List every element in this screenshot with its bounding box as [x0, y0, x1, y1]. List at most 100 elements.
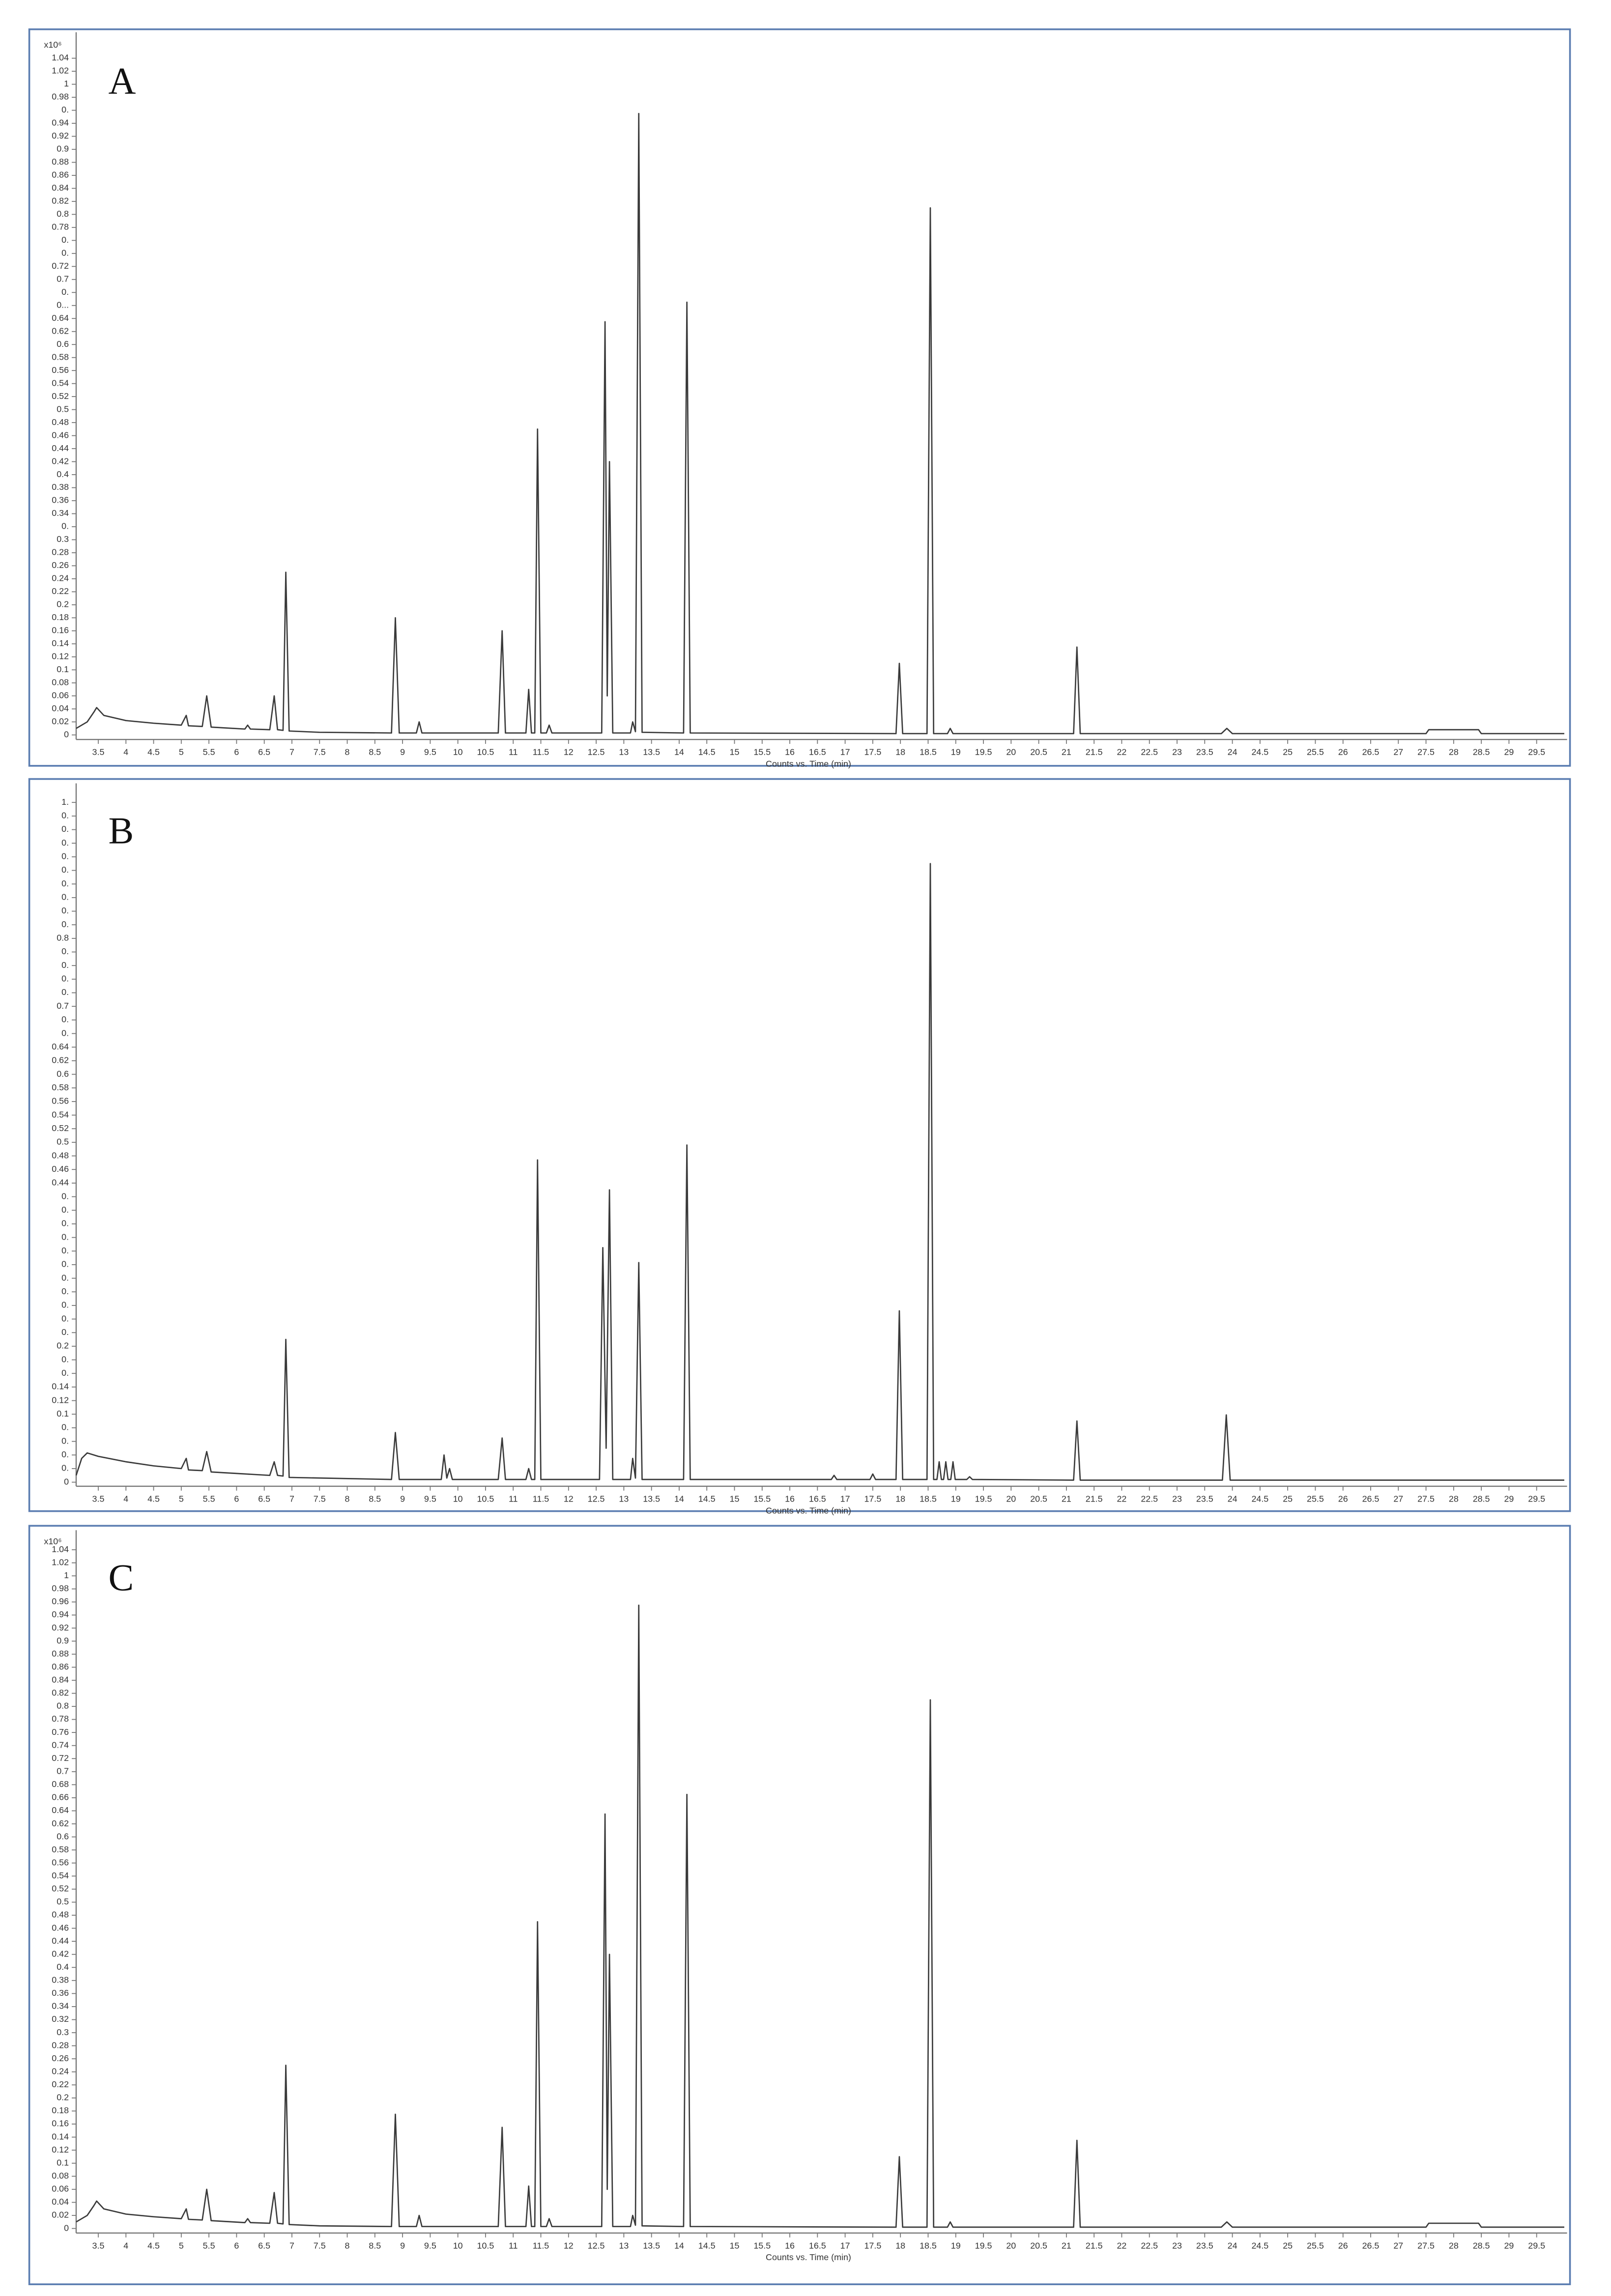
y-tick-label: 0.: [61, 1232, 69, 1242]
y-tick-label: 0.5: [57, 1897, 69, 1906]
x-tick-label: 8: [345, 1494, 350, 1503]
chromatogram-trace: [76, 113, 1564, 735]
y-tick-label: 0.: [61, 1273, 69, 1282]
y-tick-label: 0.16: [52, 2119, 69, 2128]
x-tick-label: 8.5: [369, 747, 381, 757]
y-tick-label: 0.98: [52, 1584, 69, 1593]
x-tick-label: 5: [179, 2240, 184, 2250]
x-tick-label: 29: [1504, 1494, 1514, 1503]
y-tick-label: 0.: [61, 838, 69, 848]
y-tick-label: 0.74: [52, 1740, 69, 1750]
x-tick-label: 28: [1449, 1494, 1459, 1503]
y-tick-label: 0.: [61, 235, 69, 245]
y-tick-label: 0.72: [52, 1753, 69, 1763]
x-tick-label: 28.5: [1473, 2240, 1490, 2250]
x-tick-label: 16.5: [809, 2240, 826, 2250]
x-tick-label: 26.5: [1362, 747, 1380, 757]
x-tick-label: 11: [509, 1494, 518, 1503]
x-tick-label: 5: [179, 747, 184, 757]
x-tick-label: 26.5: [1362, 1494, 1380, 1503]
x-tick-label: 22.5: [1141, 2240, 1158, 2250]
y-tick-label: 0.28: [52, 547, 69, 557]
y-tick-label: 0.7: [57, 274, 69, 283]
x-tick-label: 23.5: [1196, 747, 1213, 757]
y-tick-label: 1.02: [52, 66, 69, 76]
y-tick-label: 0.: [61, 1205, 69, 1215]
y-tick-label: 0.24: [52, 2066, 69, 2076]
x-tick-label: 22.5: [1141, 1494, 1158, 1503]
x-tick-label: 24.5: [1251, 2240, 1268, 2250]
y-tick-label: 0.96: [52, 1596, 69, 1606]
y-tick-label: 0.46: [52, 1923, 69, 1932]
y-tick-label: 0.86: [52, 170, 69, 180]
x-tick-label: 16: [785, 747, 795, 757]
x-tick-label: 26.5: [1362, 2240, 1380, 2250]
y-tick-label: 1: [64, 79, 69, 88]
y-tick-label: 0.04: [52, 2197, 69, 2207]
y-tick-label: 0.5: [57, 1137, 69, 1147]
x-tick-label: 29.5: [1528, 1494, 1545, 1503]
x-tick-label: 6.5: [258, 747, 270, 757]
y-tick-label: 0.6: [57, 1069, 69, 1078]
x-tick-label: 9: [400, 2240, 405, 2250]
x-tick-label: 8: [345, 2240, 350, 2250]
y-tick-label: 0.36: [52, 1988, 69, 1998]
x-tick-label: 18: [895, 2240, 905, 2250]
y-tick-label: 0.: [61, 987, 69, 997]
y-tick-label: 0.58: [52, 1082, 69, 1092]
y-tick-label: 0.72: [52, 261, 69, 271]
y-tick-label: 0.56: [52, 365, 69, 375]
x-tick-label: 25.5: [1307, 2240, 1324, 2250]
y-tick-label: 0.44: [52, 443, 69, 453]
y-tick-label: 0.36: [52, 495, 69, 505]
x-tick-label: 22: [1117, 1494, 1127, 1503]
y-tick-label: 0.64: [52, 1805, 69, 1815]
x-tick-label: 26: [1338, 2240, 1348, 2250]
x-tick-label: 13.5: [643, 2240, 660, 2250]
y-tick-label: 0.26: [52, 560, 69, 570]
x-tick-label: 20.5: [1030, 2240, 1047, 2250]
x-tick-label: 10.5: [477, 2240, 494, 2250]
x-axis-label: Counts vs. Time (min): [766, 2252, 851, 2262]
x-tick-label: 13: [619, 747, 629, 757]
y-tick-label: 0.: [61, 521, 69, 531]
x-tick-label: 13: [619, 1494, 629, 1503]
x-tick-label: 8.5: [369, 2240, 381, 2250]
y-tick-label: 0.: [61, 1449, 69, 1459]
y-tick-label: 0.58: [52, 352, 69, 362]
x-tick-label: 4: [123, 1494, 128, 1503]
y-tick-label: 0.: [61, 1015, 69, 1024]
y-tick-label: 0.98: [52, 92, 69, 102]
x-tick-label: 24.5: [1251, 1494, 1268, 1503]
x-tick-label: 15.5: [753, 2240, 771, 2250]
x-tick-label: 17.5: [864, 2240, 882, 2250]
x-tick-label: 11.5: [533, 747, 549, 757]
panel-frame: [28, 778, 1571, 1512]
y-tick-label: 0.24: [52, 573, 69, 583]
y-tick-label: 0.82: [52, 196, 69, 206]
x-tick-label: 7.5: [314, 2240, 326, 2250]
x-tick-label: 28: [1449, 2240, 1459, 2250]
x-tick-label: 5.5: [203, 2240, 215, 2250]
x-tick-label: 12.5: [588, 747, 605, 757]
panel-label: B: [109, 810, 134, 852]
x-tick-label: 19: [951, 1494, 961, 1503]
y-tick-label: 0.28: [52, 2040, 69, 2050]
y-tick-label: 0.: [61, 287, 69, 297]
y-tick-label: 0.14: [52, 2131, 69, 2141]
y-tick-label: 0.: [61, 1286, 69, 1296]
y-tick-label: 0.2: [57, 599, 69, 609]
x-tick-label: 10.5: [477, 747, 494, 757]
x-tick-label: 13.5: [643, 1494, 660, 1503]
y-tick-label: 0.18: [52, 612, 69, 622]
x-tick-label: 23.5: [1196, 2240, 1213, 2250]
x-tick-label: 14: [674, 1494, 684, 1503]
y-tick-label: 0.14: [52, 638, 69, 648]
y-tick-label: 0.1: [57, 664, 69, 674]
x-tick-label: 13.5: [643, 747, 660, 757]
x-tick-label: 8.5: [369, 1494, 381, 1503]
y-tick-label: 0.2: [57, 1341, 69, 1351]
x-tick-label: 11: [509, 2240, 518, 2250]
